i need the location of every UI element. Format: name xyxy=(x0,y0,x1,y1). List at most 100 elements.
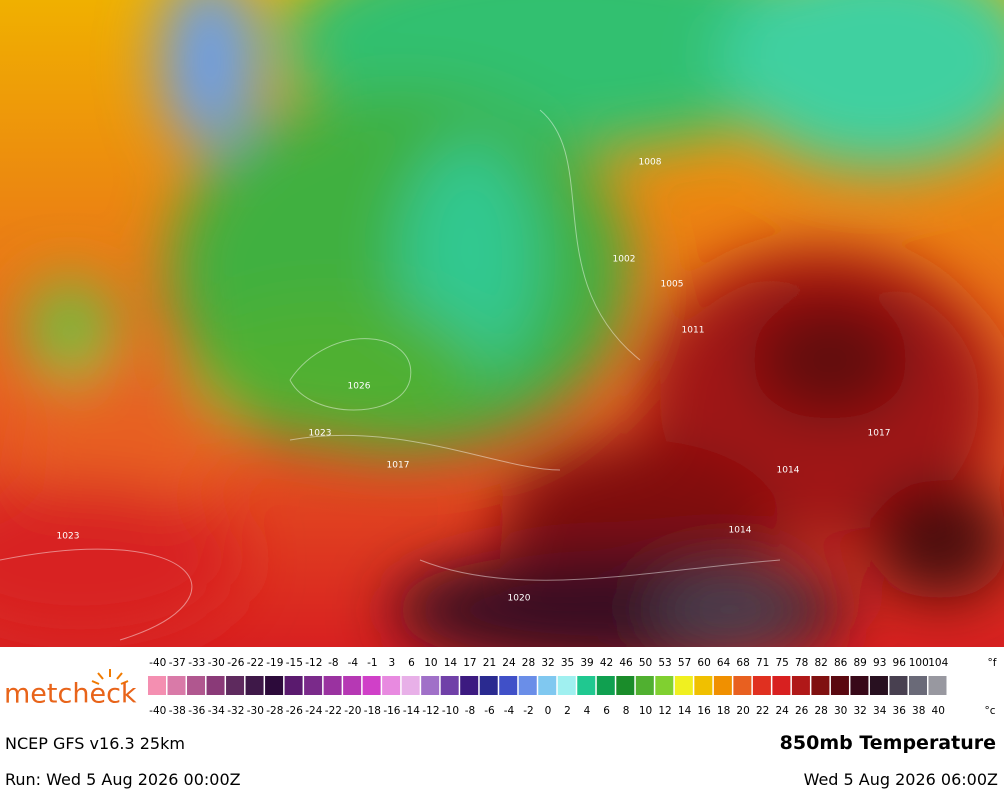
fahrenheit-label: 39 xyxy=(580,657,593,669)
isobar-label: 1017 xyxy=(387,461,410,471)
fahrenheit-label: 3 xyxy=(389,657,396,669)
fahrenheit-label: 14 xyxy=(444,657,458,669)
color-swatch xyxy=(772,676,791,695)
color-swatch xyxy=(206,676,225,695)
celsius-label: 16 xyxy=(697,705,711,717)
isobar-label: 1020 xyxy=(508,594,531,604)
fahrenheit-label: 53 xyxy=(658,657,671,669)
color-swatch xyxy=(167,676,186,695)
fahrenheit-label: 21 xyxy=(483,657,496,669)
fahrenheit-label: -33 xyxy=(188,657,205,669)
isobar-label: 1002 xyxy=(613,255,636,265)
celsius-label: 2 xyxy=(564,705,571,717)
unit-label: °f xyxy=(988,657,997,669)
color-swatch xyxy=(752,676,771,695)
celsius-label: -8 xyxy=(465,705,475,717)
celsius-label: -32 xyxy=(227,705,244,717)
color-swatch xyxy=(869,676,888,695)
color-swatch xyxy=(148,676,167,695)
color-swatch xyxy=(557,676,576,695)
celsius-label: 24 xyxy=(775,705,789,717)
celsius-label: -10 xyxy=(442,705,459,717)
celsius-label: -38 xyxy=(169,705,186,717)
fahrenheit-label: 10 xyxy=(424,657,437,669)
color-swatch xyxy=(635,676,654,695)
celsius-label: -12 xyxy=(422,705,439,717)
celsius-label: -14 xyxy=(403,705,420,717)
fahrenheit-label: 75 xyxy=(775,657,788,669)
color-swatch xyxy=(460,676,479,695)
color-swatch xyxy=(265,676,284,695)
color-swatch xyxy=(889,676,908,695)
celsius-label: -24 xyxy=(305,705,322,717)
color-swatch xyxy=(694,676,713,695)
color-swatch xyxy=(811,676,830,695)
color-swatch xyxy=(928,676,947,695)
celsius-label: -16 xyxy=(383,705,400,717)
fahrenheit-label: 57 xyxy=(678,657,691,669)
celsius-label: -22 xyxy=(325,705,342,717)
celsius-label: 10 xyxy=(639,705,652,717)
fahrenheit-label: -22 xyxy=(247,657,264,669)
celsius-label: -2 xyxy=(523,705,533,717)
isobar-label: 1008 xyxy=(639,158,662,168)
color-swatch xyxy=(382,676,401,695)
isobar-label: 1014 xyxy=(777,466,800,476)
celsius-label: -18 xyxy=(364,705,381,717)
color-swatch xyxy=(304,676,323,695)
fahrenheit-label: 6 xyxy=(408,657,415,669)
color-swatch xyxy=(518,676,537,695)
celsius-label: -36 xyxy=(188,705,205,717)
fahrenheit-label: 42 xyxy=(600,657,613,669)
celsius-label: 0 xyxy=(545,705,552,717)
celsius-label: -28 xyxy=(266,705,283,717)
color-swatch xyxy=(401,676,420,695)
valid-time: Wed 5 Aug 2026 06:00Z xyxy=(803,770,998,789)
color-swatch xyxy=(245,676,264,695)
brand-logo: metcheck xyxy=(4,679,137,710)
fahrenheit-label: -12 xyxy=(305,657,322,669)
fahrenheit-label: -8 xyxy=(328,657,338,669)
fahrenheit-label: 104 xyxy=(928,657,948,669)
color-swatch xyxy=(713,676,732,695)
map: 1008 1002 1005 1011 1026 1023 1017 1017 … xyxy=(0,0,1004,647)
model-name: NCEP GFS v16.3 25km xyxy=(5,734,185,753)
fahrenheit-label: 17 xyxy=(463,657,476,669)
celsius-label: 26 xyxy=(795,705,809,717)
isobar-lines xyxy=(0,109,781,641)
fahrenheit-label: 46 xyxy=(619,657,633,669)
celsius-label: -20 xyxy=(344,705,361,717)
celsius-label: -40 xyxy=(149,705,166,717)
celsius-label: -4 xyxy=(504,705,515,717)
color-swatch xyxy=(791,676,810,695)
color-swatch xyxy=(479,676,498,695)
color-swatch xyxy=(421,676,440,695)
fahrenheit-label: 24 xyxy=(502,657,516,669)
fahrenheit-label: -40 xyxy=(149,657,166,669)
fahrenheit-label: -4 xyxy=(348,657,359,669)
legend: metcheck °f °c -40 -37 -33 -30 -26 -22 -19 -15-… xyxy=(4,657,997,717)
celsius-label: -6 xyxy=(484,705,495,717)
celsius-label: 4 xyxy=(584,705,591,717)
fahrenheit-label: 78 xyxy=(795,657,808,669)
fahrenheit-label: 35 xyxy=(561,657,574,669)
color-swatch xyxy=(616,676,635,695)
fahrenheit-label: -15 xyxy=(286,657,303,669)
color-swatch xyxy=(362,676,381,695)
isobar-label: 1026 xyxy=(348,382,371,392)
color-swatch xyxy=(343,676,362,695)
color-swatch xyxy=(499,676,518,695)
isobar-label: 1023 xyxy=(57,532,80,542)
fahrenheit-label: 93 xyxy=(873,657,886,669)
logo-sun xyxy=(91,669,129,685)
celsius-label: 14 xyxy=(678,705,692,717)
isobar-label: 1011 xyxy=(682,326,705,336)
celsius-label: 30 xyxy=(834,705,847,717)
run-time: Run: Wed 5 Aug 2026 00:00Z xyxy=(5,770,241,789)
celsius-label: 12 xyxy=(658,705,671,717)
celsius-label: 20 xyxy=(736,705,749,717)
celsius-label: 18 xyxy=(717,705,730,717)
celsius-label: 32 xyxy=(854,705,867,717)
temperature-field xyxy=(0,0,1004,647)
